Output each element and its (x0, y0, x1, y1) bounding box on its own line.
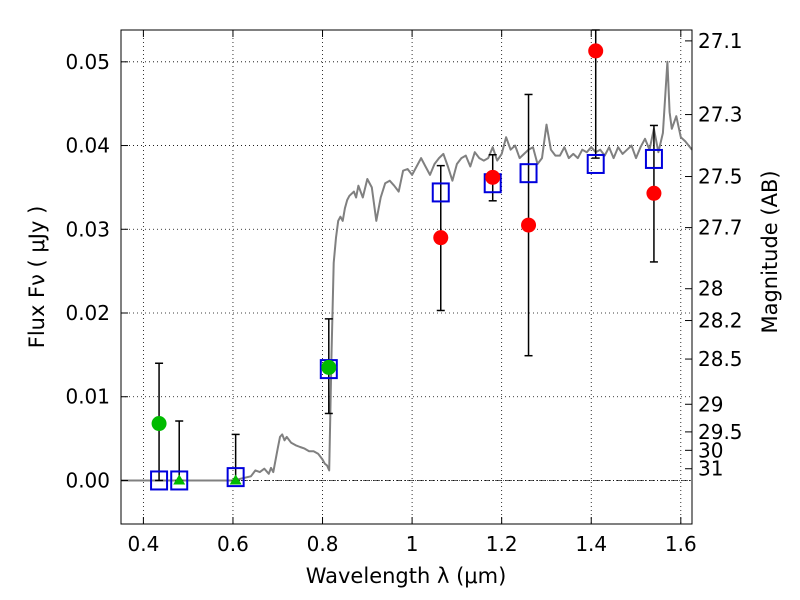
observed-flux-point (485, 169, 501, 185)
y-tick-label: 0.05 (65, 50, 110, 74)
y2-tick-label: 29.5 (698, 420, 743, 444)
model-photometry-square (226, 467, 245, 488)
y2-tick-label: 28 (698, 277, 723, 301)
model-photometry-square (644, 148, 663, 169)
x-axis-title: Wavelength λ (μm) (306, 564, 507, 588)
y2-axis-title: Magnitude (AB) (758, 170, 782, 333)
observed-flux-point (521, 217, 537, 233)
y2-tick-label: 31 (698, 457, 723, 481)
model-photometry-square (431, 182, 450, 203)
observed-flux-point (588, 43, 604, 59)
model-photometry-square (170, 470, 189, 491)
y-axis-title: Flux Fν ( μJy ) (25, 206, 49, 349)
observed-flux-point (151, 416, 167, 432)
observed-flux-point (433, 230, 449, 246)
y-tick-label: 0.03 (65, 217, 110, 241)
model-photometry-square (150, 470, 169, 491)
y2-tick-label: 28.2 (698, 309, 743, 333)
y2-tick-label: 27.5 (698, 165, 743, 189)
y-tick-label: 0.00 (65, 468, 110, 492)
upper-limit-marker (229, 474, 242, 485)
x-tick-label: 0.6 (217, 532, 249, 556)
model-photometry-square (586, 153, 605, 174)
x-tick-label: 0.8 (307, 532, 339, 556)
y2-tick-label: 29 (698, 392, 723, 416)
y2-tick-label: 27.7 (698, 216, 743, 240)
x-tick-label: 1.4 (575, 532, 607, 556)
grid-lines (121, 30, 692, 524)
y2-tick-label: 28.5 (698, 347, 743, 371)
y2-tick-label: 27.1 (698, 29, 743, 53)
x-tick-label: 1.6 (665, 532, 697, 556)
observed-flux-point (321, 359, 337, 375)
y-tick-label: 0.04 (65, 134, 110, 158)
upper-limit-marker (173, 474, 186, 485)
observed-flux-point (646, 185, 662, 201)
x-tick-label: 1 (406, 532, 419, 556)
plot-frame (120, 29, 693, 525)
axis-ticks: 0.4 0.6 0.8 1 1.2 1.4 1.6 0.00 0.01 0.02 0.03 0.04 0… (65, 29, 742, 556)
y2-tick-label: 27.3 (698, 103, 743, 127)
model-spectrum-line (121, 60, 693, 482)
model-photometry-square (519, 163, 538, 184)
y-tick-label: 0.02 (65, 301, 110, 325)
y-tick-label: 0.01 (65, 385, 110, 409)
x-tick-label: 0.4 (127, 532, 159, 556)
plot-area (121, 29, 693, 491)
x-tick-label: 1.2 (486, 532, 518, 556)
y2-tick-label: 30 (698, 438, 723, 462)
